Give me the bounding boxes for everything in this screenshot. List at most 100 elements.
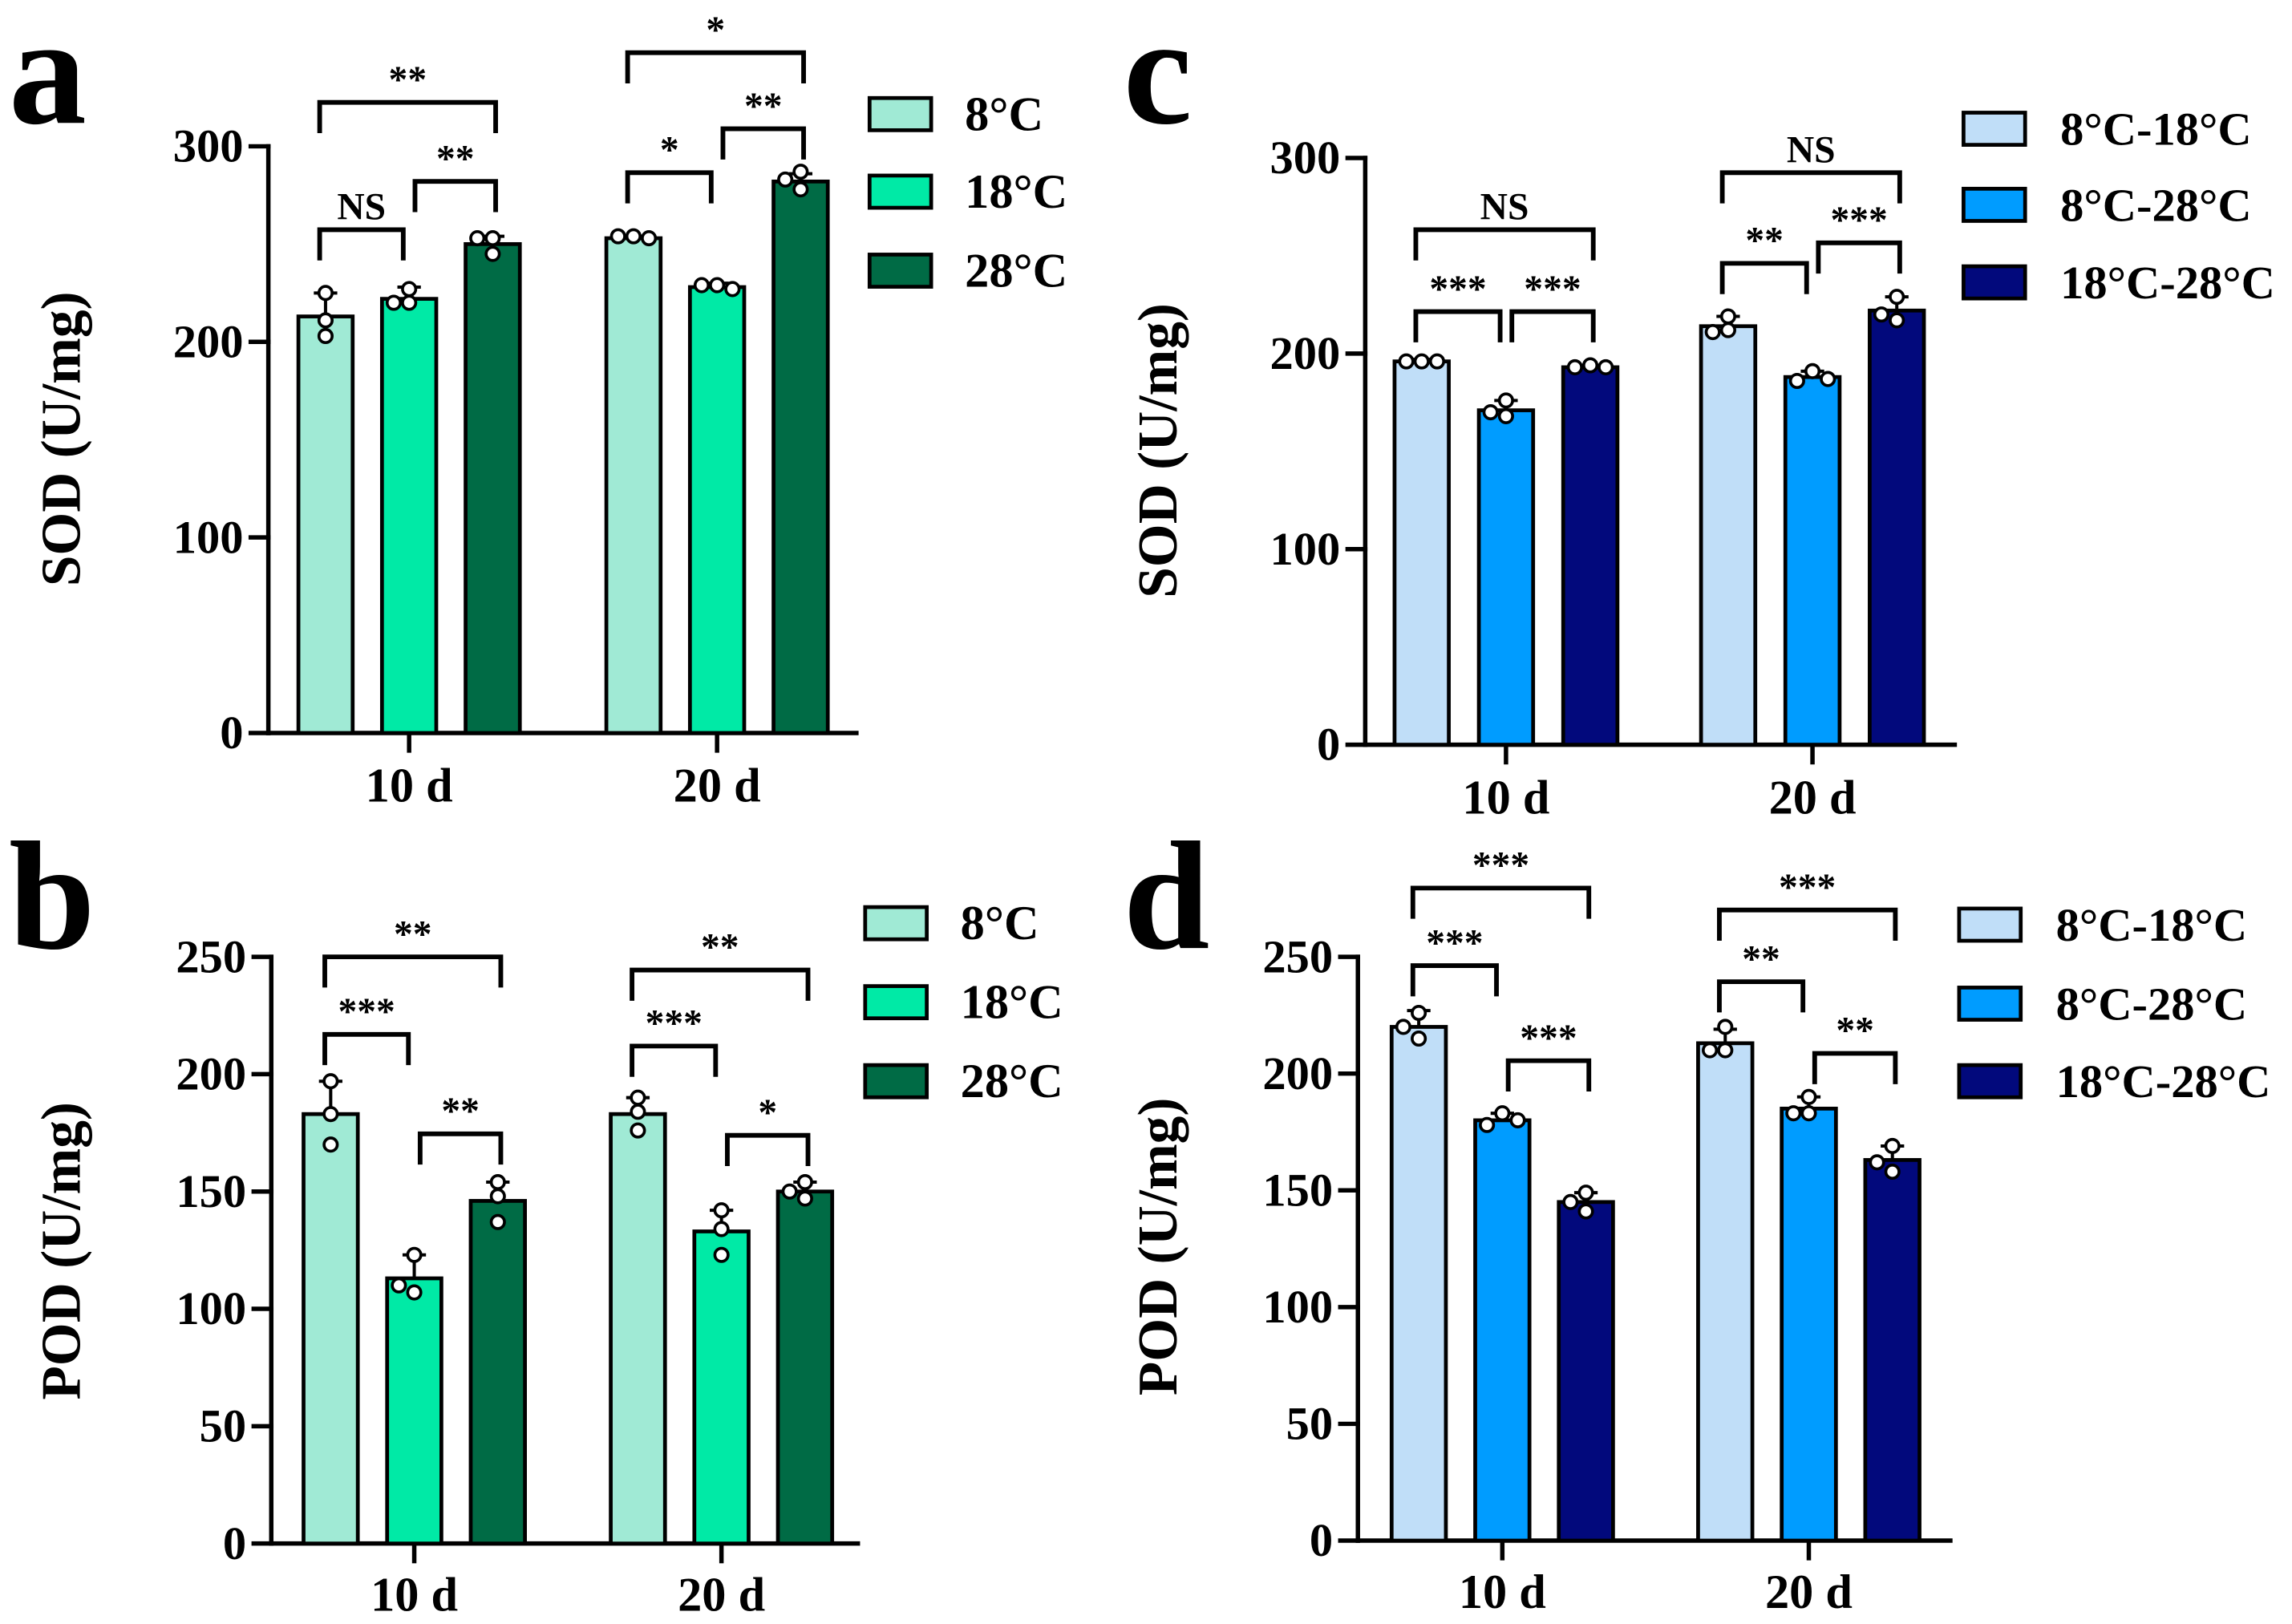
panel-d-8c-28c-20-d-data-point-2 xyxy=(1800,1105,1817,1122)
panel-b-legend-swatch-18c xyxy=(863,984,929,1021)
panel-c-8c-28c-20-d-data-point-1 xyxy=(1804,362,1821,379)
panel-a-18c-20-d-bar xyxy=(687,285,747,735)
panel-a-y-tick-label-200: 200 xyxy=(173,315,244,367)
panel-a-28c-20-d-data-point-3 xyxy=(777,171,794,188)
panel-d-8c-28c-10-d-data-point-3 xyxy=(1509,1112,1526,1128)
panel-c-significance-bracket-2 xyxy=(1413,309,1503,342)
panel-d-8c-18c-10-d-data-point-1 xyxy=(1411,1004,1427,1022)
panel-a-significance-bracket-4 xyxy=(625,50,806,83)
panel-c-significance-bracket-4 xyxy=(1719,170,1902,204)
panel-a-8c-20-d-bar xyxy=(604,236,663,735)
panel-a-legend-swatch-8c xyxy=(867,95,933,132)
panel-d-18c-28c-20-d-bar xyxy=(1863,1158,1921,1543)
panel-c-18c-28c-10-d-bar xyxy=(1561,365,1620,747)
panel-b-28c-10-d-data-point-2 xyxy=(489,1188,506,1205)
panel-c-18c-28c-10-d-data-point-3 xyxy=(1598,358,1614,375)
panel-a-x-tick-label-10-d: 10 d xyxy=(366,759,453,813)
panel-d-significance-label-4: *** xyxy=(1779,867,1836,909)
panel-c-legend-swatch-8c-18c xyxy=(1962,111,2027,147)
panel-a-significance-label-5: * xyxy=(660,130,679,172)
panel-b-18c-10-d-data-point-3 xyxy=(391,1277,407,1294)
panel-b-significance-label-4: ** xyxy=(701,927,739,969)
panel-c-legend-swatch-18c-28c xyxy=(1962,264,2027,301)
panel-a-y-tick-label-0: 0 xyxy=(220,707,243,759)
panel-a-8c-20-d-data-point-2 xyxy=(609,228,626,245)
panel-c-significance-bracket-1 xyxy=(1413,227,1596,261)
panel-b-28c-20-d-data-point-3 xyxy=(796,1190,813,1207)
panel-d-legend-label-18c-28c: 18°C-28°C xyxy=(2056,1055,2271,1108)
panel-d-18c-28c-20-d-data-point-1 xyxy=(1884,1137,1901,1154)
panel-c-18c-28c-20-d-data-point-2 xyxy=(1889,312,1905,329)
panel-c-legend-label-18c-28c: 18°C-28°C xyxy=(2060,257,2275,309)
panel-b-28c-10-d-data-point-1 xyxy=(489,1173,506,1191)
panel-d-y-tick-label-0: 0 xyxy=(1310,1514,1333,1566)
panel-c-significance-bracket-3 xyxy=(1509,309,1596,342)
panel-d-letter: d xyxy=(1124,809,1210,982)
panel-c-8c-18c-20-d-data-point-3 xyxy=(1704,324,1721,341)
panel-a-8c-20-d-data-point-1 xyxy=(625,228,642,245)
panel-d-8c-28c-10-d-bar xyxy=(1473,1118,1532,1543)
panel-d-y-tick-label-200: 200 xyxy=(1262,1047,1333,1100)
panel-a-18c-10-d-data-point-2 xyxy=(401,294,418,311)
panel-b-y-tick-label-250: 250 xyxy=(176,930,246,982)
panel-b-18c-20-d-bar xyxy=(692,1229,751,1546)
panel-b-significance-label-1: ** xyxy=(394,913,432,955)
panel-a-18c-20-d-data-point-1 xyxy=(709,277,726,294)
panel-a-18c-10-d-data-point-3 xyxy=(385,294,403,311)
panel-c-significance-label-4: NS xyxy=(1787,130,1836,172)
panel-b-legend-label-18c: 18°C xyxy=(961,976,1063,1030)
panel-d-significance-bracket-3 xyxy=(1505,1058,1592,1091)
panel-c-y-tick-label-300: 300 xyxy=(1270,132,1341,184)
panel-c-legend-swatch-8c-28c xyxy=(1962,186,2027,223)
panel-b-y-axis-title: POD (U/mg) xyxy=(30,1102,92,1400)
panel-d-18c-28c-10-d-data-point-1 xyxy=(1577,1185,1594,1201)
panel-a-letter: a xyxy=(9,0,87,156)
panel-b-28c-20-d-bar xyxy=(775,1189,835,1546)
panel-a-18c-10-d-data-point-1 xyxy=(401,281,418,298)
panel-b-significance-bracket-4 xyxy=(630,967,811,1001)
panel-b-8c-10-d-data-point-2 xyxy=(322,1136,339,1153)
panel-c-significance-label-6: *** xyxy=(1830,200,1887,241)
panel-a-significance-bracket-1 xyxy=(317,99,498,134)
panel-b-legend-label-8c: 8°C xyxy=(961,897,1039,950)
panel-c-y-axis-title: SOD (U/mg) xyxy=(1128,303,1189,598)
panel-a-legend-swatch-18c xyxy=(867,173,933,210)
panel-d-significance-label-2: *** xyxy=(1426,922,1483,964)
panel-a-18c-20-d-data-point-3 xyxy=(724,281,741,298)
panel-d-18c-28c-10-d-bar xyxy=(1557,1200,1615,1543)
panel-b-y-tick-label-100: 100 xyxy=(176,1282,246,1334)
panel-d-significance-bracket-4 xyxy=(1717,907,1898,942)
panel-c-significance-bracket-5 xyxy=(1719,261,1809,294)
panel-d-significance-bracket-5 xyxy=(1717,979,1806,1013)
panel-b-8c-20-d-bar xyxy=(609,1112,667,1546)
panel-b-8c-20-d-data-point-1 xyxy=(630,1089,646,1106)
panel-b-significance-bracket-6 xyxy=(725,1132,811,1166)
panel-a-28c-10-d-bar xyxy=(464,241,522,735)
panel-d-significance-label-5: ** xyxy=(1742,938,1780,980)
panel-b-18c-10-d-bar xyxy=(385,1276,443,1546)
panel-b-significance-bracket-3 xyxy=(417,1131,504,1165)
panel-a-8c-10-d-data-point-3 xyxy=(317,312,334,329)
panel-d-legend-swatch-8c-18c xyxy=(1957,906,2023,943)
panel-a-28c-10-d-data-point-3 xyxy=(484,245,501,262)
panel-d-y-axis-title: POD (U/mg) xyxy=(1128,1098,1189,1396)
panel-b-28c-10-d-bar xyxy=(468,1199,527,1546)
panel-c-8c-18c-10-d-data-point-3 xyxy=(1428,353,1446,370)
panel-c-y-tick-label-200: 200 xyxy=(1270,327,1341,379)
panel-c-legend-label-8c-28c: 8°C-28°C xyxy=(2060,180,2252,232)
panel-d-legend-label-8c-28c: 8°C-28°C xyxy=(2056,978,2248,1031)
panel-a-significance-bracket-6 xyxy=(720,126,806,160)
panel-c-8c-28c-10-d-data-point-2 xyxy=(1497,407,1514,424)
panel-d-significance-label-3: *** xyxy=(1520,1018,1577,1059)
panel-a-x-tick-label-20-d: 20 d xyxy=(674,759,761,813)
panel-b-18c-20-d-data-point-1 xyxy=(713,1202,730,1219)
panel-a-significance-label-4: * xyxy=(706,10,725,51)
panel-a-28c-20-d-bar xyxy=(771,179,830,735)
panel-c-8c-18c-20-d-data-point-1 xyxy=(1719,308,1736,325)
panel-d-8c-18c-20-d-data-point-3 xyxy=(1702,1042,1719,1059)
panel-b-y-tick-label-0: 0 xyxy=(223,1517,246,1569)
panel-c-y-tick-label-0: 0 xyxy=(1317,719,1340,771)
